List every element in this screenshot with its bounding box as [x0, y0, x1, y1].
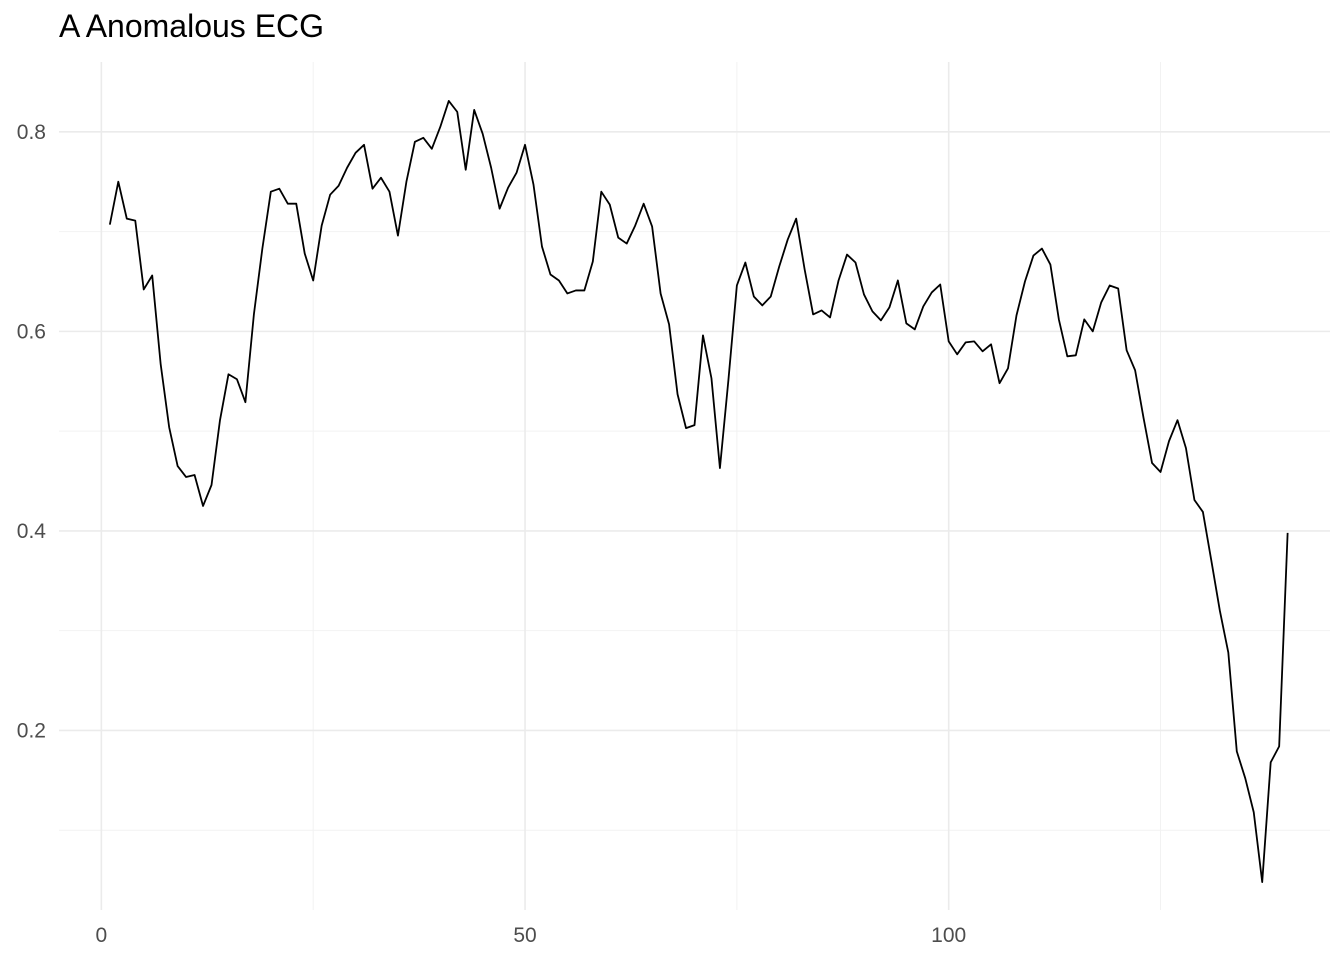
- chart-title: A Anomalous ECG: [59, 8, 325, 44]
- x-axis-tick-labels: 0 50 100: [96, 924, 967, 947]
- y-tick-label: 0.4: [17, 520, 47, 543]
- ecg-series-line: [108, 100, 1289, 883]
- y-tick-label: 0.2: [17, 719, 46, 742]
- x-tick-label: 50: [513, 924, 536, 947]
- major-gridlines: [59, 62, 1330, 910]
- minor-gridlines: [59, 62, 1330, 910]
- x-tick-label: 100: [931, 924, 966, 947]
- y-tick-label: 0.6: [17, 320, 46, 343]
- y-tick-label: 0.8: [17, 121, 46, 144]
- series-layer: [108, 100, 1289, 883]
- y-axis-tick-labels: 0.2 0.4 0.6 0.8: [17, 121, 47, 743]
- x-tick-label: 0: [96, 924, 108, 947]
